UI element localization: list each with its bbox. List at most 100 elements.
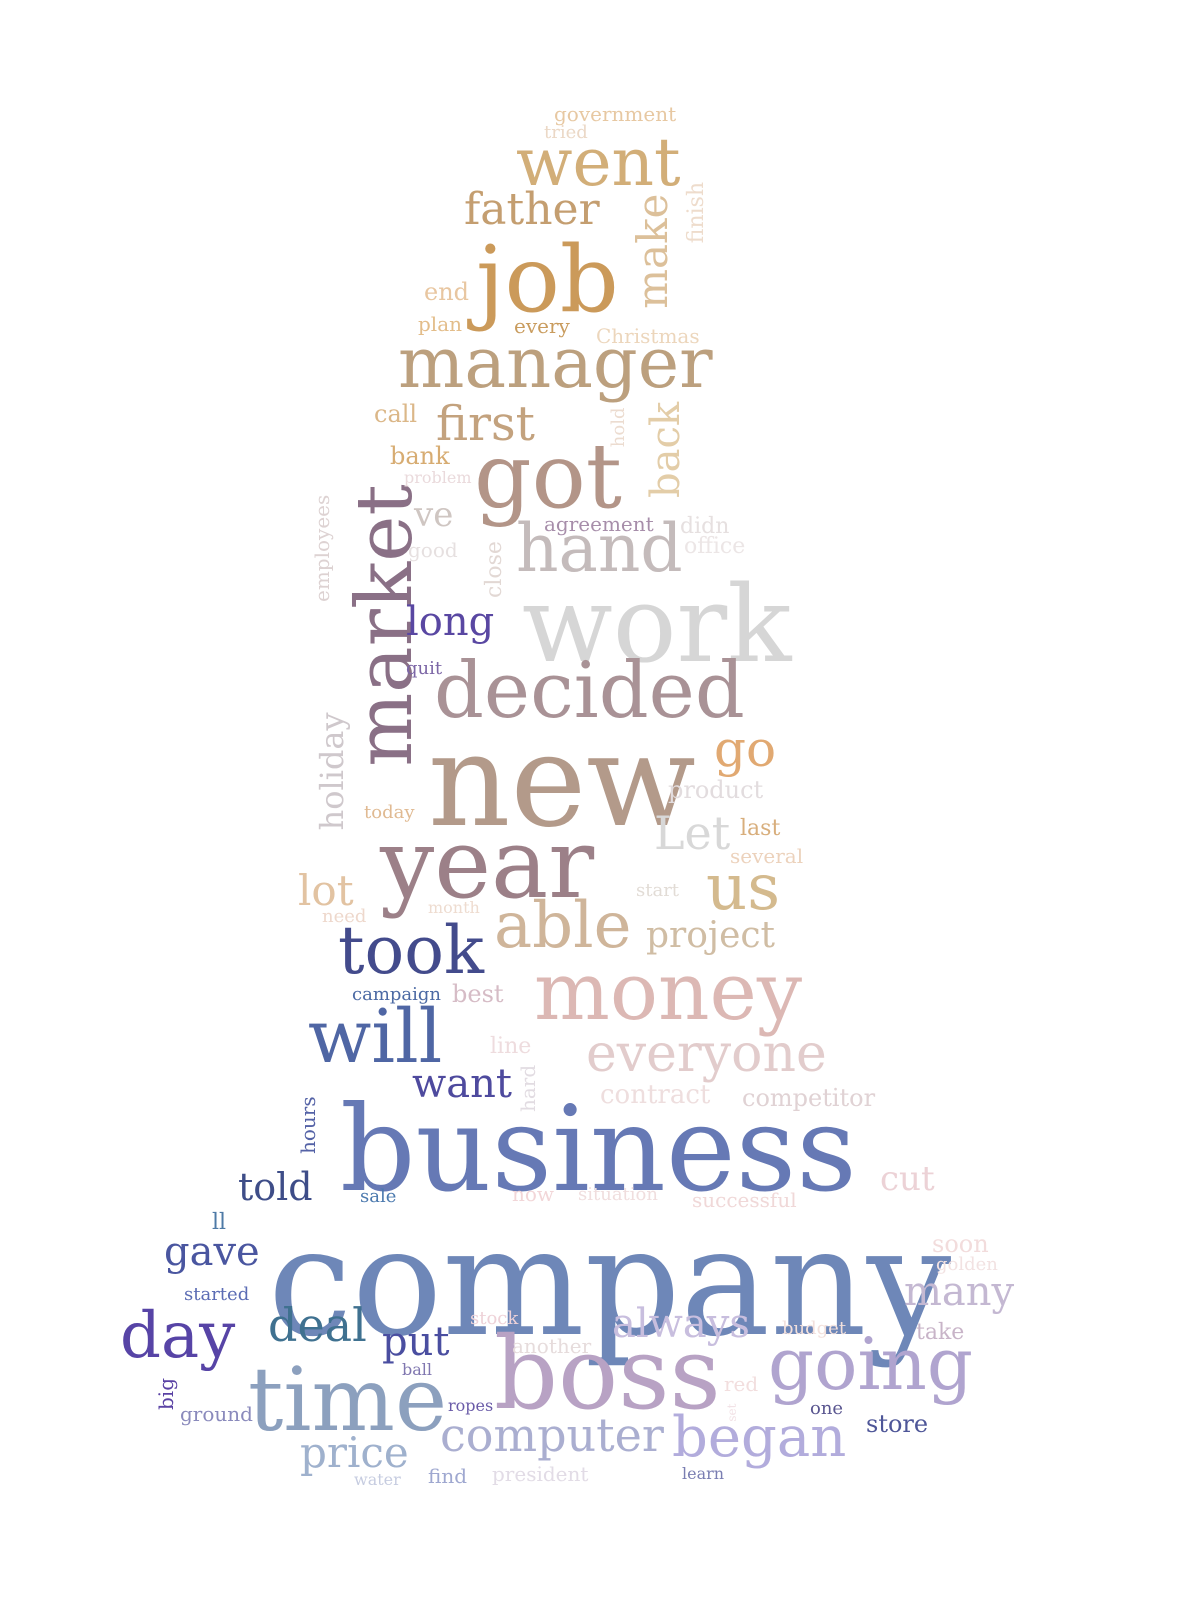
word-want: want xyxy=(412,1061,512,1107)
word-computer: computer xyxy=(440,1408,664,1462)
word-job: job xyxy=(476,226,619,333)
word-took: took xyxy=(338,912,484,989)
word-gave: gave xyxy=(164,1229,260,1275)
word-call: call xyxy=(374,400,418,428)
word-end: end xyxy=(424,278,470,306)
word-president: president xyxy=(492,1462,589,1486)
word-business: business xyxy=(340,1080,857,1218)
word-last: last xyxy=(740,816,781,841)
word-bank: bank xyxy=(390,442,450,470)
word-hand: hand xyxy=(516,510,683,587)
word-office: office xyxy=(684,534,746,559)
word-decided: decided xyxy=(434,646,745,736)
word-make: make xyxy=(628,193,677,309)
word-able: able xyxy=(494,889,632,963)
word-good: good xyxy=(408,538,458,562)
word-didn: didn xyxy=(680,514,730,539)
word-long: long xyxy=(406,599,495,645)
word-us: us xyxy=(706,851,781,925)
word-month: month xyxy=(428,898,480,917)
word-got: got xyxy=(474,424,622,529)
word-will: will xyxy=(308,994,443,1080)
word-manager: manager xyxy=(398,322,713,404)
word-contract: contract xyxy=(600,1080,711,1110)
word-finish: finish xyxy=(684,181,709,244)
word-company: company xyxy=(268,1196,952,1370)
word-best: best xyxy=(452,980,504,1008)
word-find: find xyxy=(428,1464,468,1488)
word-successful: successful xyxy=(692,1188,797,1212)
word-boss: boss xyxy=(494,1315,721,1432)
word-tried: tried xyxy=(544,122,588,143)
word-every: every xyxy=(514,314,570,338)
word-money: money xyxy=(534,945,803,1038)
word-always: always xyxy=(612,1301,750,1347)
word-went: went xyxy=(516,124,681,201)
word-big: big xyxy=(154,1377,178,1410)
word-several: several xyxy=(730,844,804,868)
word-another: another xyxy=(512,1334,592,1358)
word-go: go xyxy=(714,720,777,778)
word-soon: soon xyxy=(932,1230,989,1258)
word-set: set xyxy=(725,1403,739,1422)
word-project: project xyxy=(646,915,776,956)
word-product: product xyxy=(668,776,764,804)
word-father: father xyxy=(464,184,600,235)
word-ll: ll xyxy=(212,1210,227,1235)
word-deal: deal xyxy=(268,1298,367,1352)
word-ball: ball xyxy=(402,1360,433,1379)
word-line: line xyxy=(490,1034,532,1059)
word-price: price xyxy=(300,1428,409,1477)
word-many: many xyxy=(904,1269,1015,1315)
word-put: put xyxy=(382,1319,450,1365)
word-holiday: holiday xyxy=(313,712,351,831)
word-everyone: everyone xyxy=(586,1024,827,1084)
word-first: first xyxy=(436,396,535,452)
word-day: day xyxy=(120,1299,236,1373)
word-store: store xyxy=(866,1410,929,1438)
word-work: work xyxy=(522,563,792,686)
word-government: government xyxy=(554,102,677,126)
word-stock: stock xyxy=(470,1308,519,1329)
word-time: time xyxy=(248,1348,448,1451)
word-situation: situation xyxy=(578,1184,658,1205)
word-now: now xyxy=(512,1182,555,1206)
word-hours: hours xyxy=(296,1096,320,1154)
word-problem: problem xyxy=(404,468,472,487)
word-ground: ground xyxy=(180,1402,253,1426)
word-told: told xyxy=(238,1165,313,1209)
word-ve: ve xyxy=(414,495,454,535)
word-agreement: agreement xyxy=(544,512,654,536)
word-year: year xyxy=(380,808,595,920)
word-quit: quit xyxy=(406,658,443,679)
word-learn: learn xyxy=(682,1464,725,1483)
word-ropes: ropes xyxy=(448,1396,494,1415)
word-employees: employees xyxy=(310,494,334,602)
word-red: red xyxy=(724,1372,759,1396)
word-started: started xyxy=(184,1284,250,1305)
word-back: back xyxy=(643,401,689,498)
word-golden: golden xyxy=(936,1254,998,1275)
word-hard: hard xyxy=(516,1064,540,1112)
word-new: new xyxy=(428,707,696,856)
word-cut: cut xyxy=(880,1159,935,1199)
word-budget: budget xyxy=(782,1318,847,1339)
word-close: close xyxy=(482,541,507,598)
word-hold: hold xyxy=(608,407,629,448)
word-campaign: campaign xyxy=(352,984,442,1005)
word-need: need xyxy=(322,906,367,927)
word-sale: sale xyxy=(360,1186,397,1207)
word-lot: lot xyxy=(298,866,354,915)
word-began: began xyxy=(672,1405,847,1470)
word-one: one xyxy=(810,1398,844,1419)
word-plan: plan xyxy=(418,312,463,336)
word-today: today xyxy=(364,802,415,823)
word-competitor: competitor xyxy=(742,1084,876,1112)
word-going: going xyxy=(768,1322,973,1406)
word-water: water xyxy=(354,1470,401,1489)
word-christmas: Christmas xyxy=(596,324,700,348)
word-take: take xyxy=(916,1320,965,1345)
word-start: start xyxy=(636,880,680,901)
word-let: Let xyxy=(654,806,731,860)
